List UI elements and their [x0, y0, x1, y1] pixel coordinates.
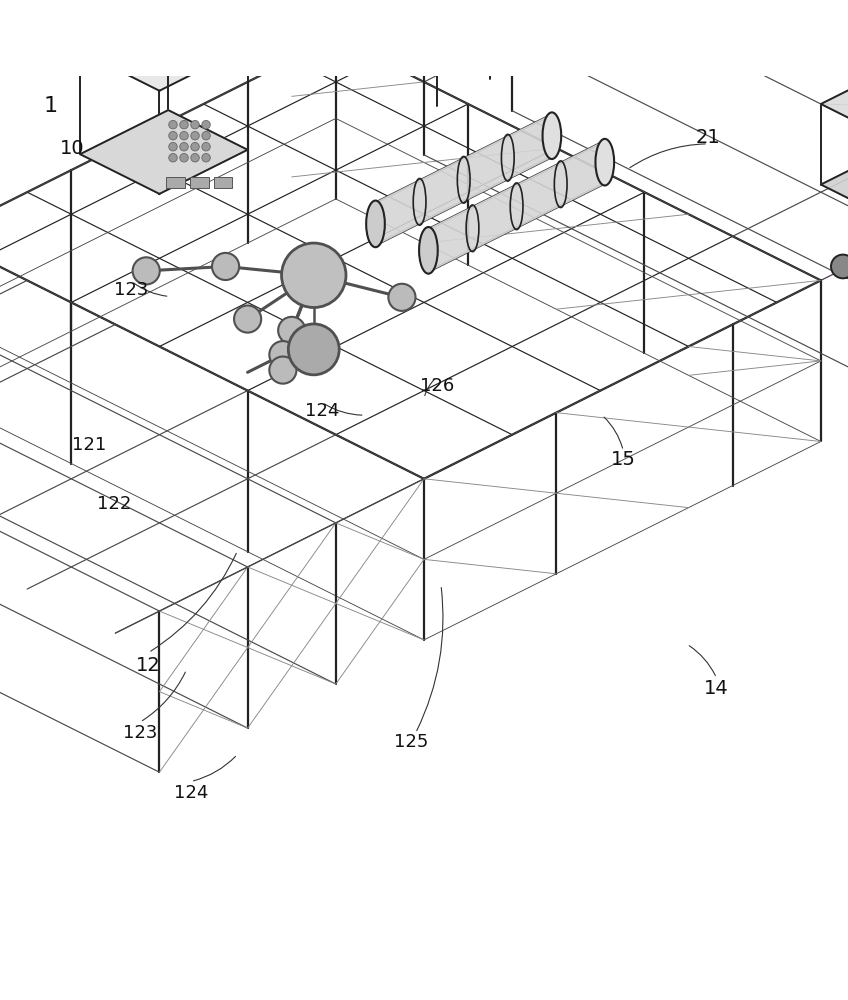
- Circle shape: [180, 154, 188, 162]
- Text: 10: 10: [59, 139, 85, 158]
- Text: 12: 12: [136, 656, 161, 675]
- Circle shape: [180, 142, 188, 151]
- Circle shape: [831, 255, 848, 278]
- Circle shape: [132, 257, 159, 284]
- Ellipse shape: [366, 201, 385, 247]
- Text: 121: 121: [72, 436, 106, 454]
- Polygon shape: [428, 141, 605, 272]
- Circle shape: [234, 305, 261, 333]
- Text: 122: 122: [98, 495, 131, 513]
- Text: 21: 21: [695, 128, 721, 147]
- Text: 124: 124: [305, 402, 339, 420]
- Text: 123: 123: [114, 281, 148, 299]
- Circle shape: [202, 131, 210, 140]
- Circle shape: [180, 131, 188, 140]
- Text: 123: 123: [123, 724, 157, 742]
- Text: 1: 1: [44, 96, 58, 116]
- Circle shape: [270, 357, 297, 384]
- Circle shape: [282, 243, 346, 308]
- Polygon shape: [80, 7, 248, 91]
- Polygon shape: [376, 114, 552, 245]
- Text: 125: 125: [394, 733, 428, 751]
- Circle shape: [169, 154, 177, 162]
- Polygon shape: [821, 55, 848, 159]
- Text: 124: 124: [174, 784, 208, 802]
- Circle shape: [270, 341, 297, 368]
- Circle shape: [288, 324, 339, 375]
- Bar: [190, 177, 209, 188]
- Circle shape: [202, 154, 210, 162]
- Ellipse shape: [419, 227, 438, 274]
- Circle shape: [202, 120, 210, 129]
- Circle shape: [169, 120, 177, 129]
- Circle shape: [169, 131, 177, 140]
- Circle shape: [388, 284, 416, 311]
- Circle shape: [191, 131, 199, 140]
- Text: 15: 15: [611, 450, 636, 469]
- Circle shape: [169, 142, 177, 151]
- Circle shape: [180, 120, 188, 129]
- Circle shape: [212, 253, 239, 280]
- Circle shape: [191, 120, 199, 129]
- Ellipse shape: [595, 139, 614, 185]
- Text: 126: 126: [420, 377, 454, 395]
- Bar: [166, 177, 185, 188]
- Text: 14: 14: [704, 679, 729, 698]
- Circle shape: [191, 142, 199, 151]
- Ellipse shape: [543, 112, 561, 159]
- Polygon shape: [80, 110, 248, 194]
- Circle shape: [191, 154, 199, 162]
- Circle shape: [202, 142, 210, 151]
- Bar: [214, 177, 232, 188]
- Polygon shape: [821, 136, 848, 240]
- Circle shape: [278, 317, 305, 344]
